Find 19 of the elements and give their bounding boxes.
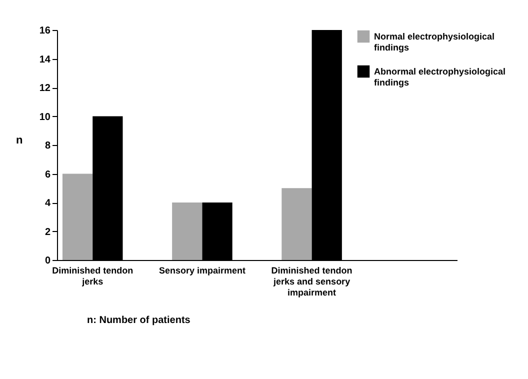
y-tick-label: 10 — [39, 112, 51, 123]
y-tick-label: 16 — [39, 26, 51, 36]
y-axis-title: n — [16, 134, 24, 146]
legend-label: Normal electrophysiological findings — [374, 32, 495, 52]
bar — [62, 174, 93, 260]
legend-label: Abnormal electrophysiological findings — [374, 66, 506, 88]
y-tick-label: 12 — [39, 83, 51, 94]
y-tick-label: 4 — [44, 198, 51, 209]
y-tick-label: 2 — [44, 226, 51, 238]
y-tick-label: 0 — [44, 256, 51, 266]
x-tick-label: Sensory impairment — [158, 266, 246, 276]
bar — [172, 202, 202, 260]
y-tick-label: 6 — [44, 169, 51, 180]
y-tick-label: 8 — [44, 140, 51, 152]
text: n: Number of patients — [87, 315, 191, 326]
x-tick-label: Diminished tendon jerks — [52, 266, 134, 286]
y-tick-label: 14 — [39, 54, 51, 66]
x-tick-label: Diminished tendon jerks and sensory impairment — [271, 266, 352, 298]
bar — [282, 188, 312, 260]
